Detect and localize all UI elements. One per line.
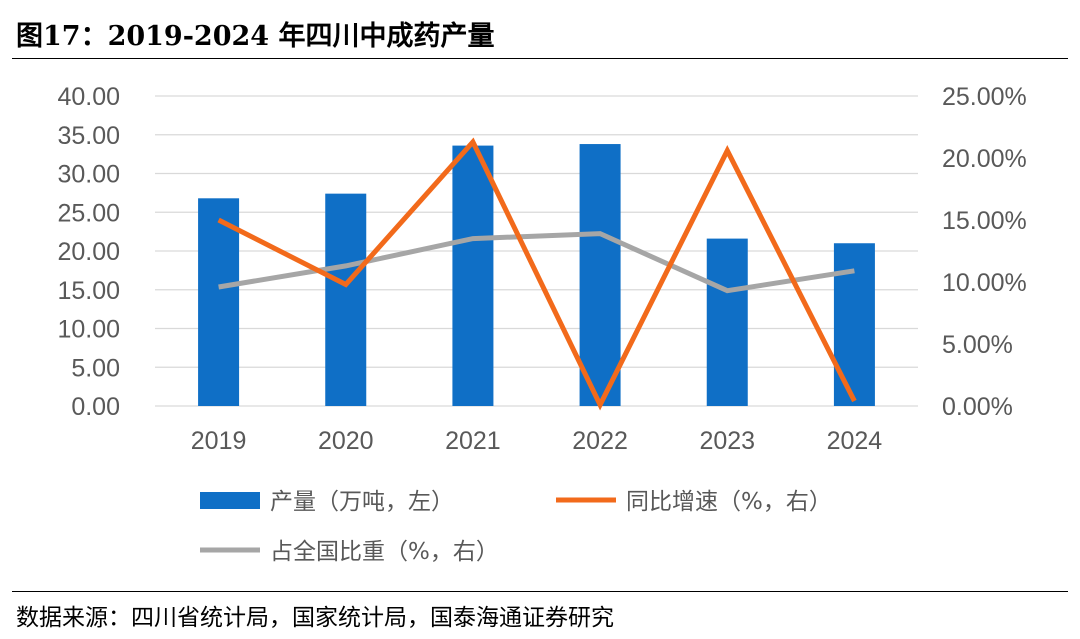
legend-swatch-bar — [200, 492, 260, 509]
chart-title: 图17：2019-2024 年四川中成药产量 — [16, 21, 495, 52]
left-tick-label: 0.00 — [71, 393, 120, 421]
legend-label-share: 占全国比重（%，右） — [270, 539, 499, 565]
x-tick-label: 2024 — [827, 427, 883, 455]
left-tick-label: 40.00 — [57, 83, 120, 111]
right-tick-label: 5.00% — [942, 331, 1013, 359]
legend: 产量（万吨，左） 同比增速（%，右） 占全国比重（%，右） — [200, 489, 832, 565]
left-tick-label: 30.00 — [57, 161, 120, 189]
source-note: 数据来源：四川省统计局，国家统计局，国泰海通证券研究 — [16, 605, 614, 631]
bar — [833, 243, 875, 406]
x-tick-label: 2023 — [699, 427, 755, 455]
growth-line — [217, 137, 857, 411]
share-line — [218, 231, 855, 294]
bar — [579, 144, 621, 407]
right-tick-label: 20.00% — [942, 145, 1027, 173]
left-tick-label: 5.00 — [71, 354, 120, 382]
legend-label-growth: 同比增速（%，右） — [626, 489, 832, 515]
left-tick-label: 35.00 — [57, 122, 120, 150]
x-tick-label: 2019 — [191, 427, 247, 455]
title-divider — [12, 58, 1068, 59]
bar — [198, 198, 240, 406]
bar — [452, 145, 494, 406]
left-tick-label: 10.00 — [57, 316, 120, 344]
x-tick-label: 2020 — [318, 427, 374, 455]
right-tick-label: 0.00% — [942, 393, 1013, 421]
bar — [325, 193, 367, 406]
left-tick-label: 15.00 — [57, 277, 120, 305]
gridlines — [155, 95, 918, 407]
source-divider — [12, 591, 1068, 592]
left-tick-label: 20.00 — [57, 238, 120, 266]
right-tick-label: 10.00% — [942, 269, 1027, 297]
legend-label-output: 产量（万吨，左） — [270, 489, 454, 515]
left-axis-ticks: 0.00 5.00 10.00 15.00 20.00 25.00 30.00 35.00 40… — [57, 83, 120, 421]
x-axis-ticks: 2019 2020 2021 2022 2023 2024 — [191, 427, 883, 455]
right-tick-label: 15.00% — [942, 207, 1027, 235]
bar — [706, 238, 748, 406]
bar-series — [198, 144, 875, 407]
right-axis-ticks: 0.00% 5.00% 10.00% 15.00% 20.00% 25.00% — [942, 83, 1027, 421]
right-tick-label: 25.00% — [942, 83, 1027, 111]
x-tick-label: 2022 — [572, 427, 628, 455]
line-series — [217, 137, 857, 411]
left-tick-label: 25.00 — [57, 199, 120, 227]
combo-chart: 0.00 5.00 10.00 15.00 20.00 25.00 30.00 35.00 40… — [57, 83, 1027, 565]
x-tick-label: 2021 — [445, 427, 501, 455]
